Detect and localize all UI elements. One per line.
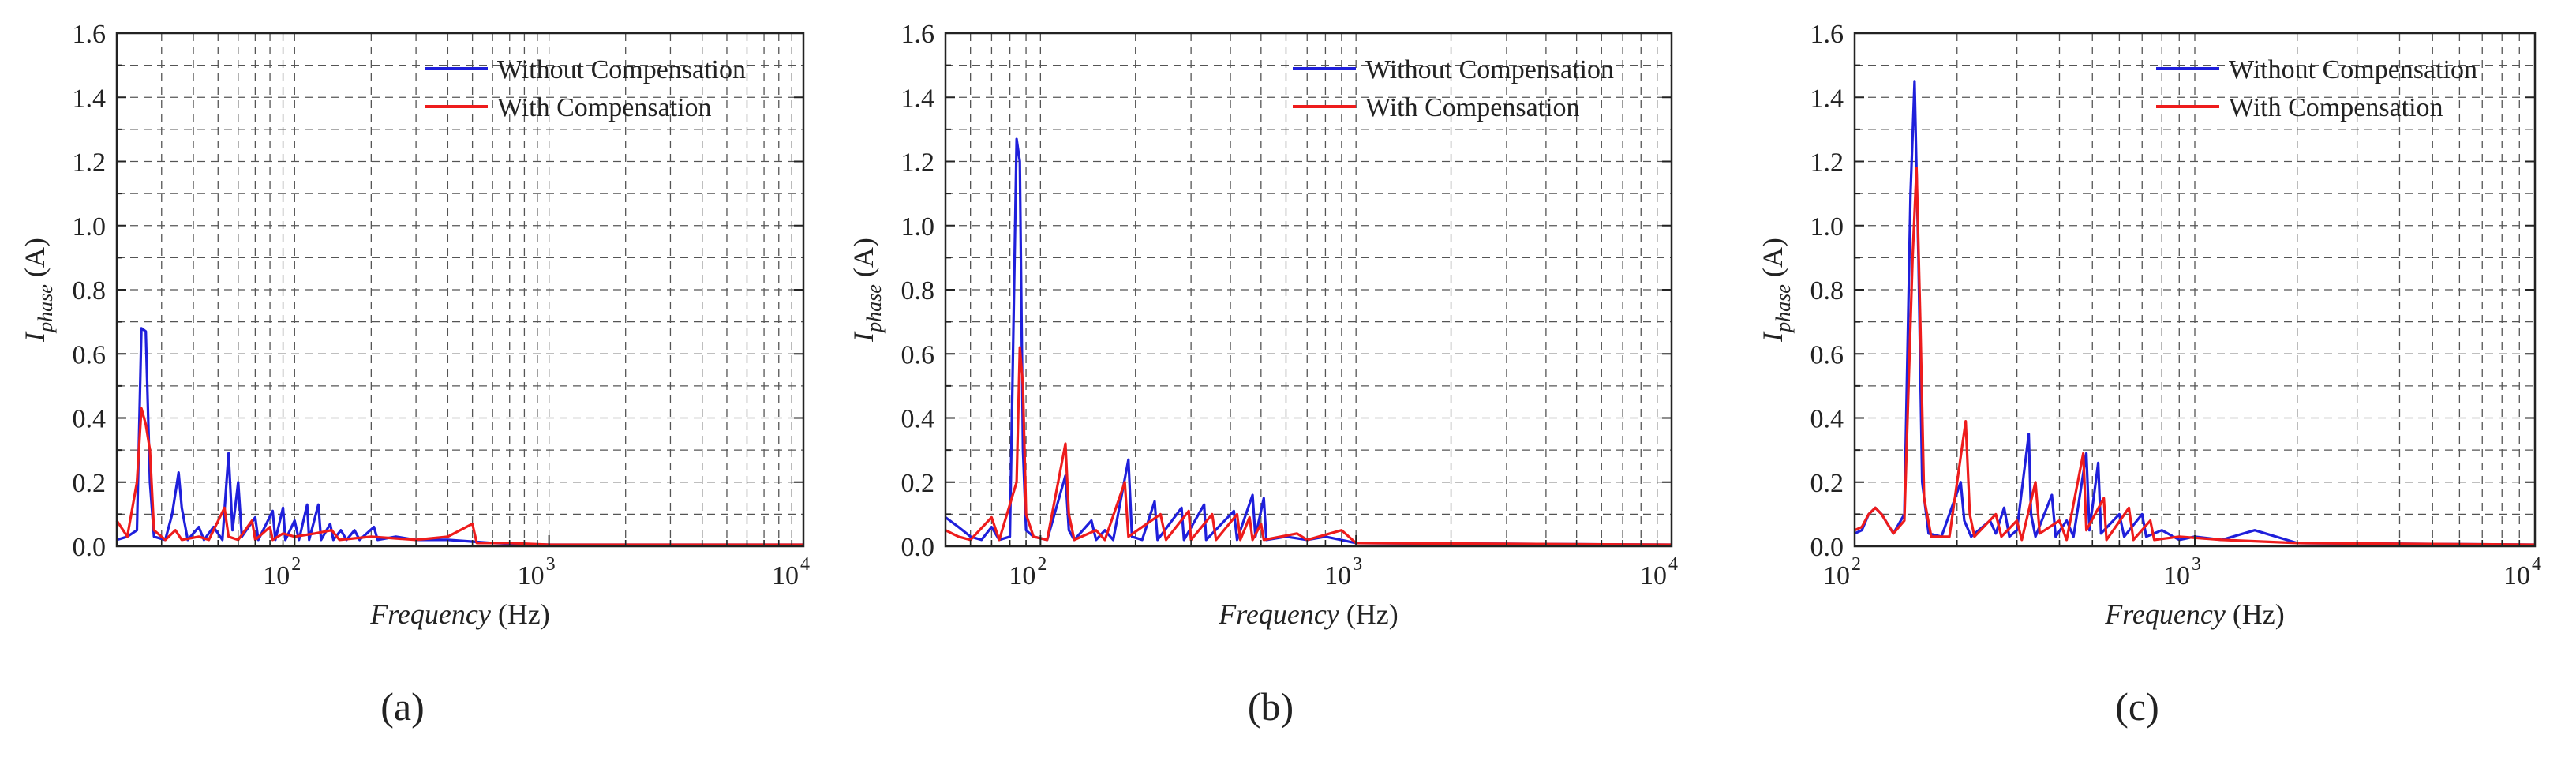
x-axis-label: Frequency (Hz) — [1218, 598, 1398, 630]
x-tick-label: 10 — [2503, 561, 2530, 590]
x-tick-label: 10 — [1823, 561, 1850, 590]
y-tick-label: 0.4 — [73, 405, 107, 434]
x-tick-label: 10 — [772, 561, 799, 590]
chart-panel-3: 0.00.20.40.60.81.01.21.41.610 2 10 3 10 4Freq… — [1757, 20, 2541, 729]
x-axis-label: Frequency (Hz) — [369, 598, 550, 630]
y-tick-label: 1.0 — [73, 212, 107, 242]
x-tick-label: 10 — [1009, 561, 1035, 590]
x-tick-label-exponent: 3 — [1353, 554, 1362, 575]
legend-label-with-compensation: With Compensation — [2229, 93, 2443, 122]
y-tick-label: 1.6 — [901, 20, 935, 49]
x-tick-label-exponent: 2 — [1852, 554, 1861, 575]
y-tick-label: 0.8 — [73, 276, 107, 306]
y-tick-label: 1.4 — [901, 84, 935, 113]
series-line-without-compensation — [116, 327, 803, 546]
y-tick-label: 0.6 — [73, 340, 107, 369]
x-tick-label: 10 — [1324, 561, 1351, 590]
y-axis-label: Iphase (A) — [1757, 238, 1795, 343]
panel-label: (b) — [1248, 684, 1294, 729]
x-tick-label: 10 — [1640, 561, 1667, 590]
x-tick-label-exponent: 2 — [1037, 554, 1046, 575]
x-tick-label-exponent: 4 — [2532, 554, 2541, 575]
y-tick-label: 0.0 — [73, 533, 107, 562]
chart-panel-2: 0.00.20.40.60.81.01.21.41.610 2 10 3 10 4Freq… — [848, 20, 1678, 729]
panel-label: (a) — [380, 684, 425, 729]
x-tick-label-exponent: 4 — [800, 554, 810, 575]
y-tick-label: 1.2 — [73, 148, 107, 178]
y-tick-label: 1.2 — [901, 148, 935, 178]
y-tick-label: 1.0 — [901, 212, 935, 242]
x-axis-label: Frequency (Hz) — [2104, 598, 2285, 630]
legend-label-without-compensation: Without Compensation — [1365, 55, 1614, 84]
series-line-with-compensation — [945, 346, 1672, 546]
y-tick-label: 0.4 — [901, 405, 935, 434]
x-tick-label-exponent: 4 — [1668, 554, 1678, 575]
chart-panel-1: 0.00.20.40.60.81.01.21.41.610 2 10 3 10 4Freq… — [19, 20, 810, 729]
legend-label-with-compensation: With Compensation — [1365, 93, 1580, 122]
y-tick-label: 1.2 — [1810, 148, 1844, 178]
y-tick-label: 1.6 — [73, 20, 107, 49]
legend-label-with-compensation: With Compensation — [497, 93, 712, 122]
y-tick-label: 1.0 — [1810, 212, 1844, 242]
series-line-with-compensation — [115, 407, 803, 546]
y-axis-label: Iphase (A) — [848, 238, 886, 343]
series-line-with-compensation — [1854, 167, 2536, 546]
series-line-without-compensation — [1854, 80, 2536, 546]
y-tick-label: 0.8 — [1810, 276, 1844, 306]
y-tick-label: 0.2 — [73, 469, 107, 498]
y-tick-label: 1.4 — [1810, 84, 1844, 113]
y-tick-label: 0.6 — [901, 340, 935, 369]
y-tick-label: 0.6 — [1810, 340, 1844, 369]
y-tick-label: 1.4 — [73, 84, 107, 113]
y-tick-label: 0.0 — [1810, 533, 1844, 562]
legend-label-without-compensation: Without Compensation — [2229, 55, 2477, 84]
x-tick-label-exponent: 3 — [2192, 554, 2201, 575]
legend-label-without-compensation: Without Compensation — [497, 55, 746, 84]
x-tick-label-exponent: 2 — [291, 554, 301, 575]
x-tick-label: 10 — [263, 561, 290, 590]
y-tick-label: 0.0 — [901, 533, 935, 562]
y-tick-label: 0.8 — [901, 276, 935, 306]
y-tick-label: 1.6 — [1810, 20, 1844, 49]
y-tick-label: 0.4 — [1810, 405, 1844, 434]
grid-lines — [117, 33, 803, 546]
x-tick-label: 10 — [518, 561, 545, 590]
panel-label: (c) — [2115, 684, 2159, 729]
y-tick-label: 0.2 — [1810, 469, 1844, 498]
series-line-without-compensation — [945, 137, 1672, 546]
y-tick-label: 0.2 — [901, 469, 935, 498]
y-axis-label: Iphase (A) — [19, 238, 57, 343]
x-tick-label-exponent: 3 — [546, 554, 556, 575]
grid-lines — [1855, 33, 2535, 546]
x-tick-label: 10 — [2163, 561, 2190, 590]
